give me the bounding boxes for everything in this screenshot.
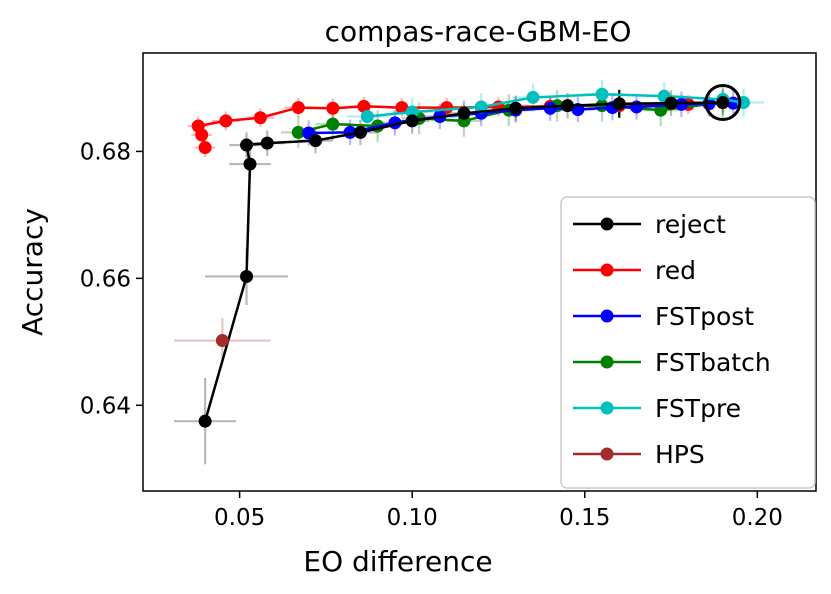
FSTpre-line bbox=[367, 93, 744, 118]
legend-marker-reject bbox=[600, 217, 614, 231]
legend-marker-HPS bbox=[600, 447, 614, 461]
reject-point bbox=[716, 96, 730, 110]
FSTpre-point bbox=[360, 109, 374, 123]
red-point bbox=[198, 141, 212, 155]
FSTbatch-point bbox=[291, 125, 305, 139]
reject-point bbox=[664, 96, 678, 110]
legend-marker-FSTpost bbox=[600, 309, 614, 323]
reject-point bbox=[612, 97, 626, 111]
legend-label-FSTbatch: FSTbatch bbox=[655, 348, 771, 377]
red-point bbox=[291, 101, 305, 115]
red-point bbox=[191, 119, 205, 133]
highlight-circle bbox=[704, 84, 742, 122]
reject-point bbox=[309, 134, 323, 148]
x-axis-label: EO difference bbox=[303, 545, 492, 578]
reject-point bbox=[457, 106, 471, 120]
x-tick-label: 0.10 bbox=[387, 505, 438, 531]
x-tick-label: 0.20 bbox=[732, 505, 783, 531]
reject-point bbox=[260, 136, 274, 150]
reject-point bbox=[509, 101, 523, 115]
legend-marker-FSTpre bbox=[600, 401, 614, 415]
FSTbatch-point bbox=[326, 117, 340, 131]
FSTpre-point bbox=[595, 87, 609, 101]
x-tick-label: 0.15 bbox=[559, 505, 610, 531]
legend-marker-FSTbatch bbox=[600, 355, 614, 369]
reject-point bbox=[198, 414, 212, 428]
legend-label-FSTpost: FSTpost bbox=[655, 302, 754, 331]
HPS-point bbox=[215, 334, 229, 348]
legend: reject red FSTpost FSTbatch FSTpre HPS bbox=[560, 196, 816, 489]
reject-point bbox=[240, 269, 254, 283]
y-tick-label: 0.64 bbox=[80, 393, 131, 419]
series-layer bbox=[191, 84, 751, 428]
x-tick-label: 0.05 bbox=[214, 505, 265, 531]
red-point bbox=[219, 114, 233, 128]
red-point bbox=[253, 111, 267, 125]
reject-point bbox=[561, 99, 575, 113]
legend-label-FSTpre: FSTpre bbox=[655, 394, 741, 423]
y-tick-label: 0.66 bbox=[80, 266, 131, 292]
red-point bbox=[326, 101, 340, 115]
red-point bbox=[357, 99, 371, 113]
legend-label-red: red bbox=[655, 256, 696, 285]
chart-title: compas-race-GBM-EO bbox=[325, 15, 632, 48]
plot-frame bbox=[142, 52, 817, 492]
FSTpost-point bbox=[543, 101, 557, 115]
y-tick-label: 0.68 bbox=[80, 139, 131, 165]
reject-point bbox=[405, 114, 419, 128]
FSTpost-point bbox=[674, 97, 688, 111]
FSTpre-point bbox=[405, 105, 419, 119]
reject-point bbox=[243, 157, 257, 171]
reject-point bbox=[353, 125, 367, 139]
axis-ticks: 0.05 0.10 0.15 0.20 0.64 0.66 0.68 bbox=[80, 139, 783, 531]
reject-point bbox=[240, 138, 254, 152]
legend-label-HPS: HPS bbox=[655, 440, 705, 469]
FSTpre-point bbox=[526, 90, 540, 104]
legend-marker-red bbox=[600, 263, 614, 277]
red-point bbox=[395, 101, 409, 115]
legend-label-reject: reject bbox=[655, 210, 726, 239]
y-axis-label: Accuracy bbox=[16, 208, 49, 336]
